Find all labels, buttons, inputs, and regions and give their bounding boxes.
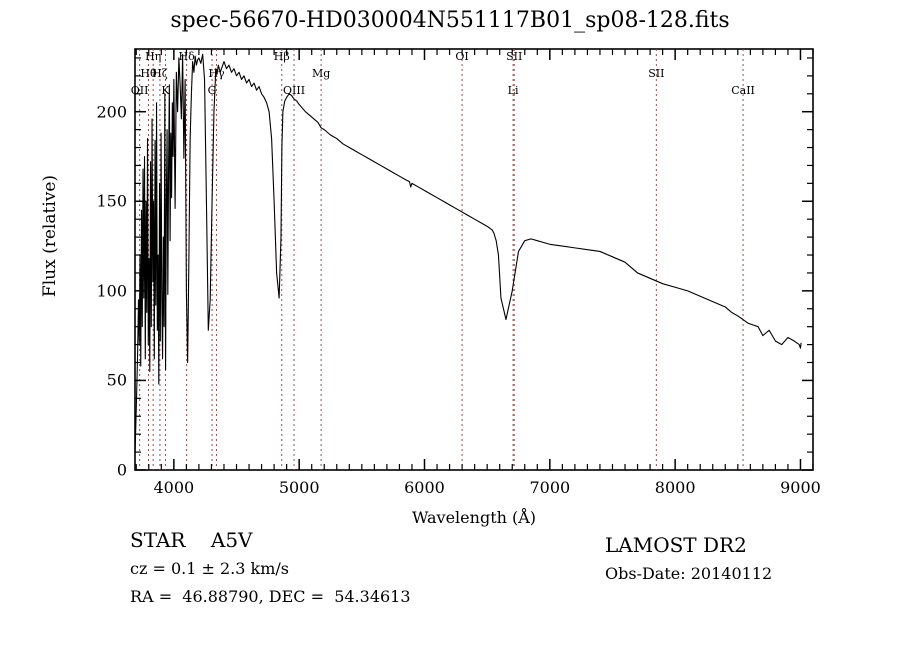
y-tick-label: 0 (116, 460, 127, 480)
obs-date-line: Obs-Date: 20140112 (605, 564, 773, 583)
cz-line: cz = 0.1 ± 2.3 km/s (130, 559, 289, 578)
x-tick-label: 5000 (278, 478, 320, 497)
x-tick-label: 6000 (404, 478, 445, 497)
survey-name: LAMOST DR2 (605, 533, 747, 557)
spectral-line-label: K (161, 84, 170, 97)
x-tick-label: 8000 (654, 478, 696, 497)
spectral-line-label: Hθ (140, 67, 157, 80)
spectral-line-label: SII (506, 50, 523, 63)
object-class-line: STAR A5V (130, 525, 411, 555)
object-type: STAR (130, 528, 186, 552)
spectral-line-label: Hβ (273, 50, 290, 63)
footer-left-block: STAR A5V cz = 0.1 ± 2.3 km/s RA = 46.887… (130, 525, 411, 611)
coordinates-line: RA = 46.88790, DEC = 54.34613 (130, 587, 411, 606)
x-tick-label: 7000 (529, 478, 571, 497)
spectral-line-label: SII (648, 67, 665, 80)
spectral-line-label: OII (130, 84, 149, 97)
spectral-line-label: CaII (731, 84, 755, 97)
x-axis-title: Wavelength (Å) (411, 508, 537, 527)
spectral-line-label: Li (507, 84, 519, 97)
spectral-line-label: OIII (283, 84, 306, 97)
x-tick-label: 9000 (780, 478, 821, 497)
plot-frame (134, 48, 814, 471)
y-tick-label: 50 (106, 370, 127, 390)
spectral-line-label: Hη (145, 50, 162, 63)
spectral-class: A5V (210, 528, 253, 552)
footer-right-block: LAMOST DR2 Obs-Date: 20140112 (605, 530, 772, 588)
y-tick-label: 100 (96, 281, 127, 301)
spectrum-trace (134, 53, 802, 456)
y-axis-title: Flux (relative) (40, 174, 60, 298)
x-tick-label: 4000 (153, 478, 195, 497)
page-title: spec-56670-HD030004N551117B01_sp08-128.f… (170, 8, 730, 33)
spectral-line-label: Hγ (208, 67, 225, 80)
spectral-line-label: G (207, 84, 217, 97)
footer-info: STAR A5V cz = 0.1 ± 2.3 km/s RA = 46.887… (0, 525, 900, 649)
spectral-line-label: OI (455, 50, 469, 63)
spectral-line-label: Hζ (152, 67, 168, 80)
y-tick-label: 200 (96, 102, 127, 122)
spectral-line-label: Mg (311, 67, 331, 80)
spectral-line-label: Hδ (178, 50, 195, 63)
y-tick-label: 150 (96, 191, 127, 211)
